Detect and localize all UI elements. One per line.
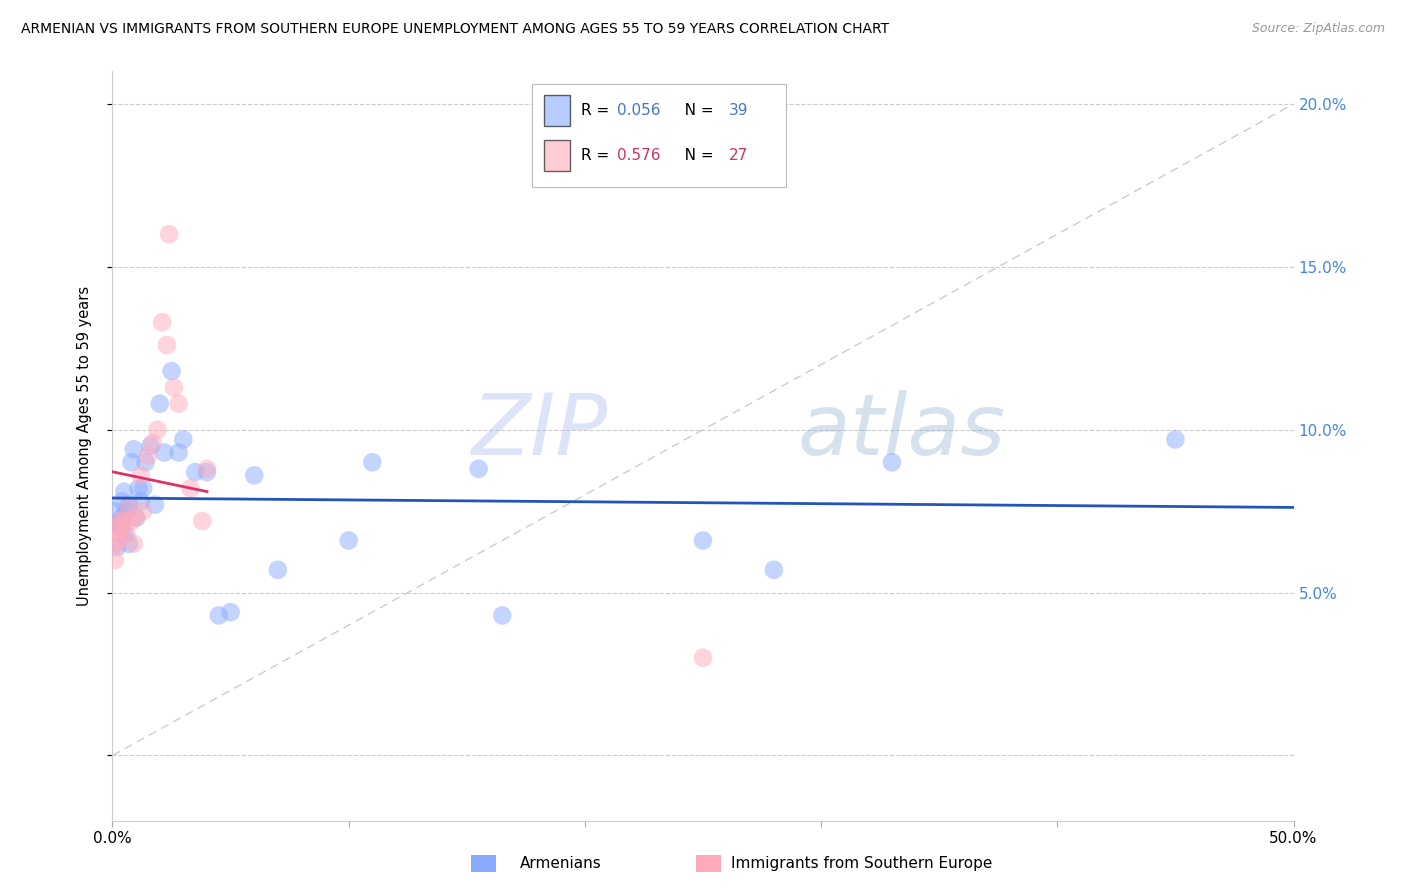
Point xyxy=(104,553,127,567)
FancyBboxPatch shape xyxy=(531,84,786,187)
Text: 0.056: 0.056 xyxy=(617,103,661,118)
Point xyxy=(267,563,290,577)
Point xyxy=(115,527,138,541)
Text: R =: R = xyxy=(581,103,614,118)
Point xyxy=(692,650,714,665)
Point xyxy=(153,445,176,459)
Point xyxy=(125,510,148,524)
Point xyxy=(337,533,360,548)
Point xyxy=(156,338,179,352)
Text: R =: R = xyxy=(581,148,614,162)
Point xyxy=(136,449,159,463)
Text: Source: ZipAtlas.com: Source: ZipAtlas.com xyxy=(1251,22,1385,36)
Point xyxy=(172,433,194,447)
Text: N =: N = xyxy=(669,148,718,162)
Text: atlas: atlas xyxy=(797,390,1005,473)
Point xyxy=(111,494,134,508)
Point xyxy=(1164,433,1187,447)
Point xyxy=(105,540,128,554)
Point xyxy=(160,364,183,378)
Point xyxy=(112,484,135,499)
Point xyxy=(191,514,214,528)
Point xyxy=(127,481,149,495)
Point xyxy=(125,510,148,524)
Point xyxy=(132,504,155,518)
Point xyxy=(112,514,135,528)
Point xyxy=(104,537,127,551)
Point xyxy=(167,397,190,411)
Point xyxy=(118,537,141,551)
Point xyxy=(219,605,242,619)
Text: N =: N = xyxy=(669,103,718,118)
Point xyxy=(142,435,165,450)
Point xyxy=(491,608,513,623)
Point xyxy=(104,517,127,532)
Point xyxy=(135,455,157,469)
Point xyxy=(146,423,169,437)
Point xyxy=(143,498,166,512)
Point xyxy=(120,514,142,528)
Point xyxy=(184,465,207,479)
Text: 27: 27 xyxy=(728,148,748,162)
Point xyxy=(167,445,190,459)
Point xyxy=(129,468,152,483)
Point xyxy=(111,510,134,524)
Point xyxy=(149,397,172,411)
Point xyxy=(105,520,128,534)
Text: ARMENIAN VS IMMIGRANTS FROM SOUTHERN EUROPE UNEMPLOYMENT AMONG AGES 55 TO 59 YEA: ARMENIAN VS IMMIGRANTS FROM SOUTHERN EUR… xyxy=(21,22,889,37)
Point xyxy=(122,537,145,551)
Point xyxy=(108,514,131,528)
FancyBboxPatch shape xyxy=(544,95,569,126)
Point xyxy=(129,494,152,508)
Point xyxy=(115,504,138,518)
Text: Armenians: Armenians xyxy=(520,856,602,871)
Point xyxy=(361,455,384,469)
Point xyxy=(104,504,127,518)
Point xyxy=(157,227,180,242)
Text: Immigrants from Southern Europe: Immigrants from Southern Europe xyxy=(731,856,993,871)
Point xyxy=(105,537,128,551)
Point xyxy=(195,462,218,476)
Text: 0.576: 0.576 xyxy=(617,148,661,162)
Point xyxy=(108,527,131,541)
FancyBboxPatch shape xyxy=(544,139,569,171)
Point xyxy=(195,465,218,479)
Point xyxy=(762,563,785,577)
Point xyxy=(243,468,266,483)
Point xyxy=(108,520,131,534)
Point xyxy=(179,481,201,495)
Point xyxy=(118,500,141,515)
Point xyxy=(692,533,714,548)
Point xyxy=(112,527,135,541)
Point xyxy=(150,315,173,329)
Text: 39: 39 xyxy=(728,103,748,118)
Point xyxy=(208,608,231,623)
Point xyxy=(120,455,142,469)
Point xyxy=(467,462,489,476)
Point xyxy=(122,442,145,457)
Point xyxy=(880,455,903,469)
Point xyxy=(163,380,186,394)
Point xyxy=(118,498,141,512)
Point xyxy=(139,439,162,453)
Y-axis label: Unemployment Among Ages 55 to 59 years: Unemployment Among Ages 55 to 59 years xyxy=(77,286,91,606)
Text: ZIP: ZIP xyxy=(472,390,609,473)
Point xyxy=(111,520,134,534)
Point xyxy=(132,481,155,495)
